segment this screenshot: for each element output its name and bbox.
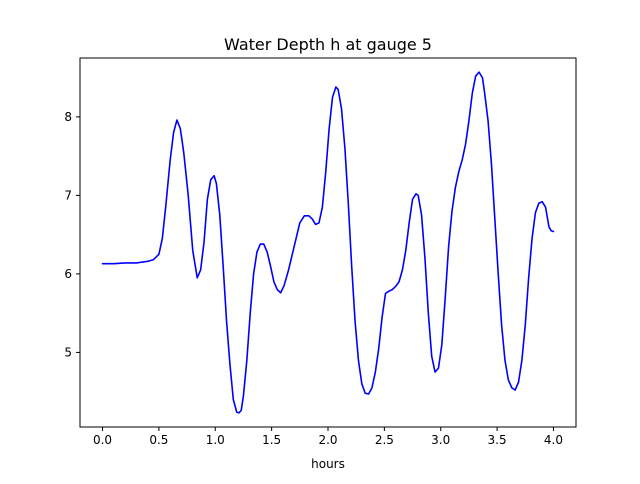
- x-tick-label: 1.5: [262, 433, 281, 447]
- x-tick-label: 0.0: [93, 433, 112, 447]
- x-axis-label: hours: [311, 457, 345, 471]
- chart-title: Water Depth h at gauge 5: [224, 35, 432, 54]
- y-tick-label: 6: [64, 267, 72, 281]
- y-tick-label: 7: [64, 188, 72, 202]
- x-tick-label: 3.5: [488, 433, 507, 447]
- y-tick-label: 5: [64, 345, 72, 359]
- x-tick-label: 3.0: [431, 433, 450, 447]
- series-line-0: [101, 71, 555, 414]
- x-tick-label: 1.0: [206, 433, 225, 447]
- plot-area: 0.0 0.5 1.0 1.5 2.0 2.5 3.0 3.5 4.0 5 6 7 8: [64, 57, 577, 447]
- x-tick-label: 4.0: [544, 433, 563, 447]
- x-tick-label: 0.5: [149, 433, 168, 447]
- y-tick-label: 8: [64, 110, 72, 124]
- x-tick-label: 2.0: [318, 433, 337, 447]
- x-tick-label: 2.5: [375, 433, 394, 447]
